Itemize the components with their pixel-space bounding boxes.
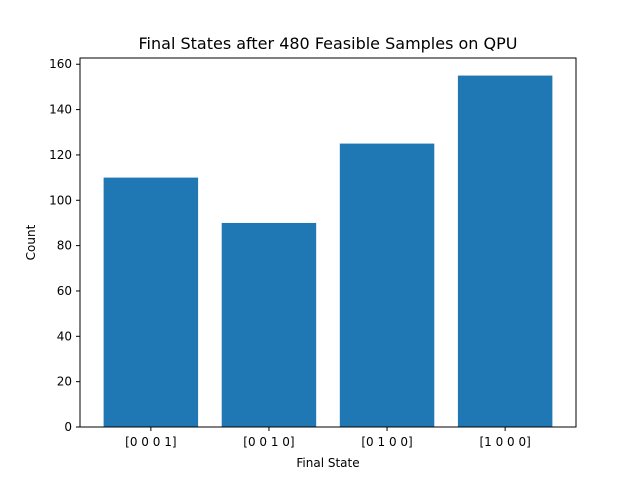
y-tick-label-3: 60 bbox=[57, 284, 72, 298]
x-tick-label-2: [0 1 0 0] bbox=[361, 435, 412, 449]
y-tick-label-6: 120 bbox=[49, 148, 72, 162]
x-axis-ticks: [0 0 0 1] [0 0 1 0] [0 1 0 0] [1 0 0 0] bbox=[125, 427, 531, 449]
bar-3 bbox=[457, 75, 553, 428]
chart-title: Final States after 480 Feasible Samples … bbox=[139, 34, 518, 53]
y-tick-label-2: 40 bbox=[57, 329, 72, 343]
y-tick-label-5: 100 bbox=[49, 193, 72, 207]
y-tick-label-8: 160 bbox=[49, 57, 72, 71]
bar-0 bbox=[103, 177, 199, 427]
y-tick-label-1: 20 bbox=[57, 375, 72, 389]
x-tick-label-1: [0 0 1 0] bbox=[243, 435, 294, 449]
bar-2 bbox=[339, 143, 435, 428]
plot-frame bbox=[79, 57, 577, 428]
x-tick-label-3: [1 0 0 0] bbox=[479, 435, 530, 449]
bar-1 bbox=[221, 222, 317, 427]
bars-layer bbox=[103, 75, 553, 428]
y-tick-label-0: 0 bbox=[64, 420, 72, 434]
y-tick-label-4: 80 bbox=[57, 239, 72, 253]
x-axis-label: Final State bbox=[296, 456, 359, 470]
y-axis-label: Count bbox=[24, 224, 38, 260]
y-tick-label-7: 140 bbox=[49, 103, 72, 117]
y-axis-ticks: 0 20 40 60 80 100 120 140 160 bbox=[49, 57, 80, 434]
x-tick-label-0: [0 0 0 1] bbox=[125, 435, 176, 449]
